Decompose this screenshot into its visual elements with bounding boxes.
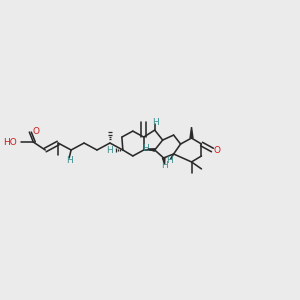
Text: H: H xyxy=(106,146,113,154)
Polygon shape xyxy=(148,149,155,151)
Text: H: H xyxy=(152,118,159,127)
Text: H: H xyxy=(166,156,173,165)
Text: H: H xyxy=(142,143,149,152)
Text: H: H xyxy=(161,161,168,170)
Text: O: O xyxy=(33,127,40,136)
Polygon shape xyxy=(162,158,165,164)
Polygon shape xyxy=(190,127,193,138)
Text: O: O xyxy=(214,146,221,154)
Text: H: H xyxy=(66,156,73,165)
Text: HO: HO xyxy=(3,137,16,146)
